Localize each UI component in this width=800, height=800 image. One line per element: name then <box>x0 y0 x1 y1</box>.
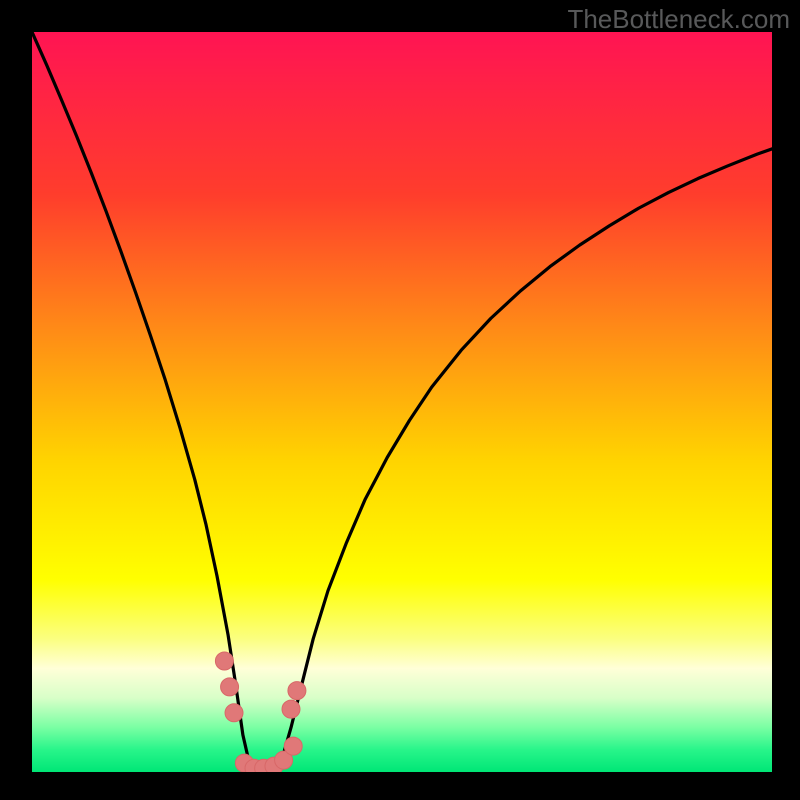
watermark-text: TheBottleneck.com <box>567 4 790 35</box>
data-marker <box>215 652 233 670</box>
chart-frame: TheBottleneck.com <box>0 0 800 800</box>
data-marker <box>282 700 300 718</box>
gradient-background <box>32 32 772 772</box>
data-marker <box>225 704 243 722</box>
chart-svg <box>32 32 772 772</box>
data-marker <box>221 678 239 696</box>
data-marker <box>288 682 306 700</box>
plot-area <box>32 32 772 772</box>
data-marker <box>284 737 302 755</box>
